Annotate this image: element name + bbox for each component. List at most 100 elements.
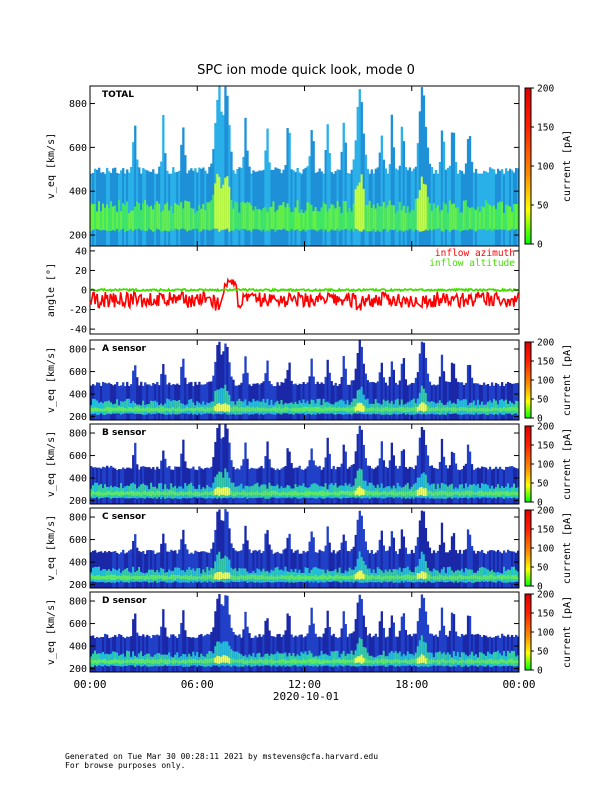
spectrum-peak bbox=[152, 408, 155, 412]
spectrum-column bbox=[400, 450, 404, 504]
spectrum-peak bbox=[416, 406, 420, 412]
spectrum-core bbox=[244, 399, 247, 415]
spectrum-core bbox=[486, 569, 490, 583]
spectrum-core bbox=[342, 200, 345, 230]
spectrum-peak bbox=[138, 407, 141, 412]
spectrum-column bbox=[346, 173, 349, 246]
spectrum-column bbox=[324, 628, 327, 672]
spectrum-column bbox=[308, 156, 311, 246]
spectrum-column bbox=[104, 382, 107, 420]
spectrum-column bbox=[116, 172, 119, 246]
spectrum-core bbox=[120, 211, 123, 230]
spectrum-peak bbox=[116, 407, 119, 411]
spectrum-peak bbox=[232, 575, 235, 580]
spectrum-core bbox=[458, 212, 462, 232]
spectrum-peak bbox=[286, 492, 289, 496]
spectrum-core bbox=[358, 468, 361, 498]
spectrum-column bbox=[128, 550, 131, 588]
spectrum-column bbox=[446, 167, 450, 246]
spectrum-column bbox=[322, 633, 325, 672]
spectrum-peak bbox=[166, 660, 169, 664]
spectrum-core bbox=[462, 200, 466, 230]
spectrum-peak bbox=[226, 572, 229, 579]
spectrum-column bbox=[498, 466, 502, 504]
spectrum-column bbox=[132, 142, 135, 246]
spectrum-peak bbox=[396, 407, 400, 412]
spectrum-peak bbox=[360, 488, 363, 495]
spectrum-core bbox=[514, 204, 518, 230]
spectrum-peak bbox=[258, 575, 261, 580]
spectrum-peak bbox=[374, 576, 377, 579]
spectrum-peak bbox=[120, 575, 123, 580]
spectrum-peak bbox=[92, 490, 95, 495]
spectrum-core bbox=[104, 401, 107, 415]
spectrum-core bbox=[480, 652, 484, 666]
spectrum-peak bbox=[412, 575, 416, 580]
spectrum-peak bbox=[376, 406, 379, 412]
spectrum-peak bbox=[210, 491, 213, 495]
spectrum-peak bbox=[176, 574, 179, 579]
spectrum-column bbox=[266, 360, 269, 420]
spectrum-core bbox=[344, 482, 347, 498]
spectrum-peak bbox=[292, 407, 295, 411]
spectrum-peak bbox=[176, 659, 179, 663]
spectrum-peak bbox=[224, 487, 227, 496]
spectrum-peak bbox=[436, 491, 440, 497]
spectrum-core bbox=[176, 401, 179, 415]
spectrum-core bbox=[348, 207, 351, 231]
spectrum-core bbox=[260, 401, 263, 414]
spectrum-column bbox=[310, 448, 313, 504]
spectrum-peak bbox=[236, 406, 239, 412]
spectrum-peak bbox=[230, 407, 233, 411]
spectrum-peak bbox=[200, 659, 203, 663]
spectrum-column bbox=[132, 370, 135, 420]
spectrum-peak bbox=[370, 660, 373, 663]
spectrum-core bbox=[472, 483, 476, 499]
spectrum-core bbox=[298, 485, 301, 499]
spectrum-core bbox=[244, 568, 247, 582]
spectrum-column bbox=[454, 550, 458, 588]
data-gap bbox=[219, 504, 223, 511]
spectrum-column bbox=[408, 466, 412, 504]
spectrum-core bbox=[486, 651, 490, 666]
spectrum-column bbox=[204, 635, 207, 672]
spectrum-column bbox=[474, 383, 478, 420]
spectrum-core bbox=[152, 209, 155, 232]
spectrum-peak bbox=[414, 490, 418, 496]
spectrum-column bbox=[422, 342, 426, 420]
spectrum-core bbox=[464, 200, 468, 231]
spectrum-peak bbox=[128, 491, 131, 496]
spectrum-peak bbox=[468, 491, 472, 497]
spectrum-peak bbox=[326, 659, 329, 664]
spectrum-peak bbox=[212, 406, 215, 411]
spectrum-core bbox=[432, 568, 436, 583]
spectrum-peak bbox=[280, 574, 283, 579]
spectrum-column bbox=[262, 169, 265, 246]
spectrum-peak bbox=[108, 406, 111, 413]
spectrum-peak bbox=[306, 406, 309, 411]
spectrum-column bbox=[404, 167, 408, 246]
spectrum-core bbox=[380, 483, 383, 499]
spectrum-column bbox=[326, 437, 329, 504]
spectrum-core bbox=[436, 483, 440, 499]
spectrum-peak bbox=[474, 660, 478, 663]
spectrum-column bbox=[368, 382, 371, 420]
spectrum-peak bbox=[164, 408, 167, 411]
spectrum-column bbox=[326, 610, 329, 672]
spectrum-peak bbox=[436, 576, 440, 580]
spectrum-peak bbox=[148, 407, 151, 413]
spectrum-column bbox=[268, 162, 271, 246]
spectrum-peak bbox=[158, 574, 161, 579]
spectrum-peak bbox=[406, 574, 410, 580]
spectrum-column bbox=[478, 174, 482, 246]
spectrum-peak bbox=[412, 659, 416, 663]
spectrum-core bbox=[296, 200, 299, 230]
spectrum-peak bbox=[240, 659, 243, 663]
spectrum-column bbox=[360, 102, 363, 246]
spectrum-peak bbox=[324, 492, 327, 496]
spectrum-peak bbox=[130, 658, 133, 663]
spectrum-column bbox=[422, 597, 426, 672]
spectrum-core bbox=[266, 211, 269, 231]
spectrum-column bbox=[466, 529, 470, 588]
spectrum-column bbox=[290, 463, 293, 504]
